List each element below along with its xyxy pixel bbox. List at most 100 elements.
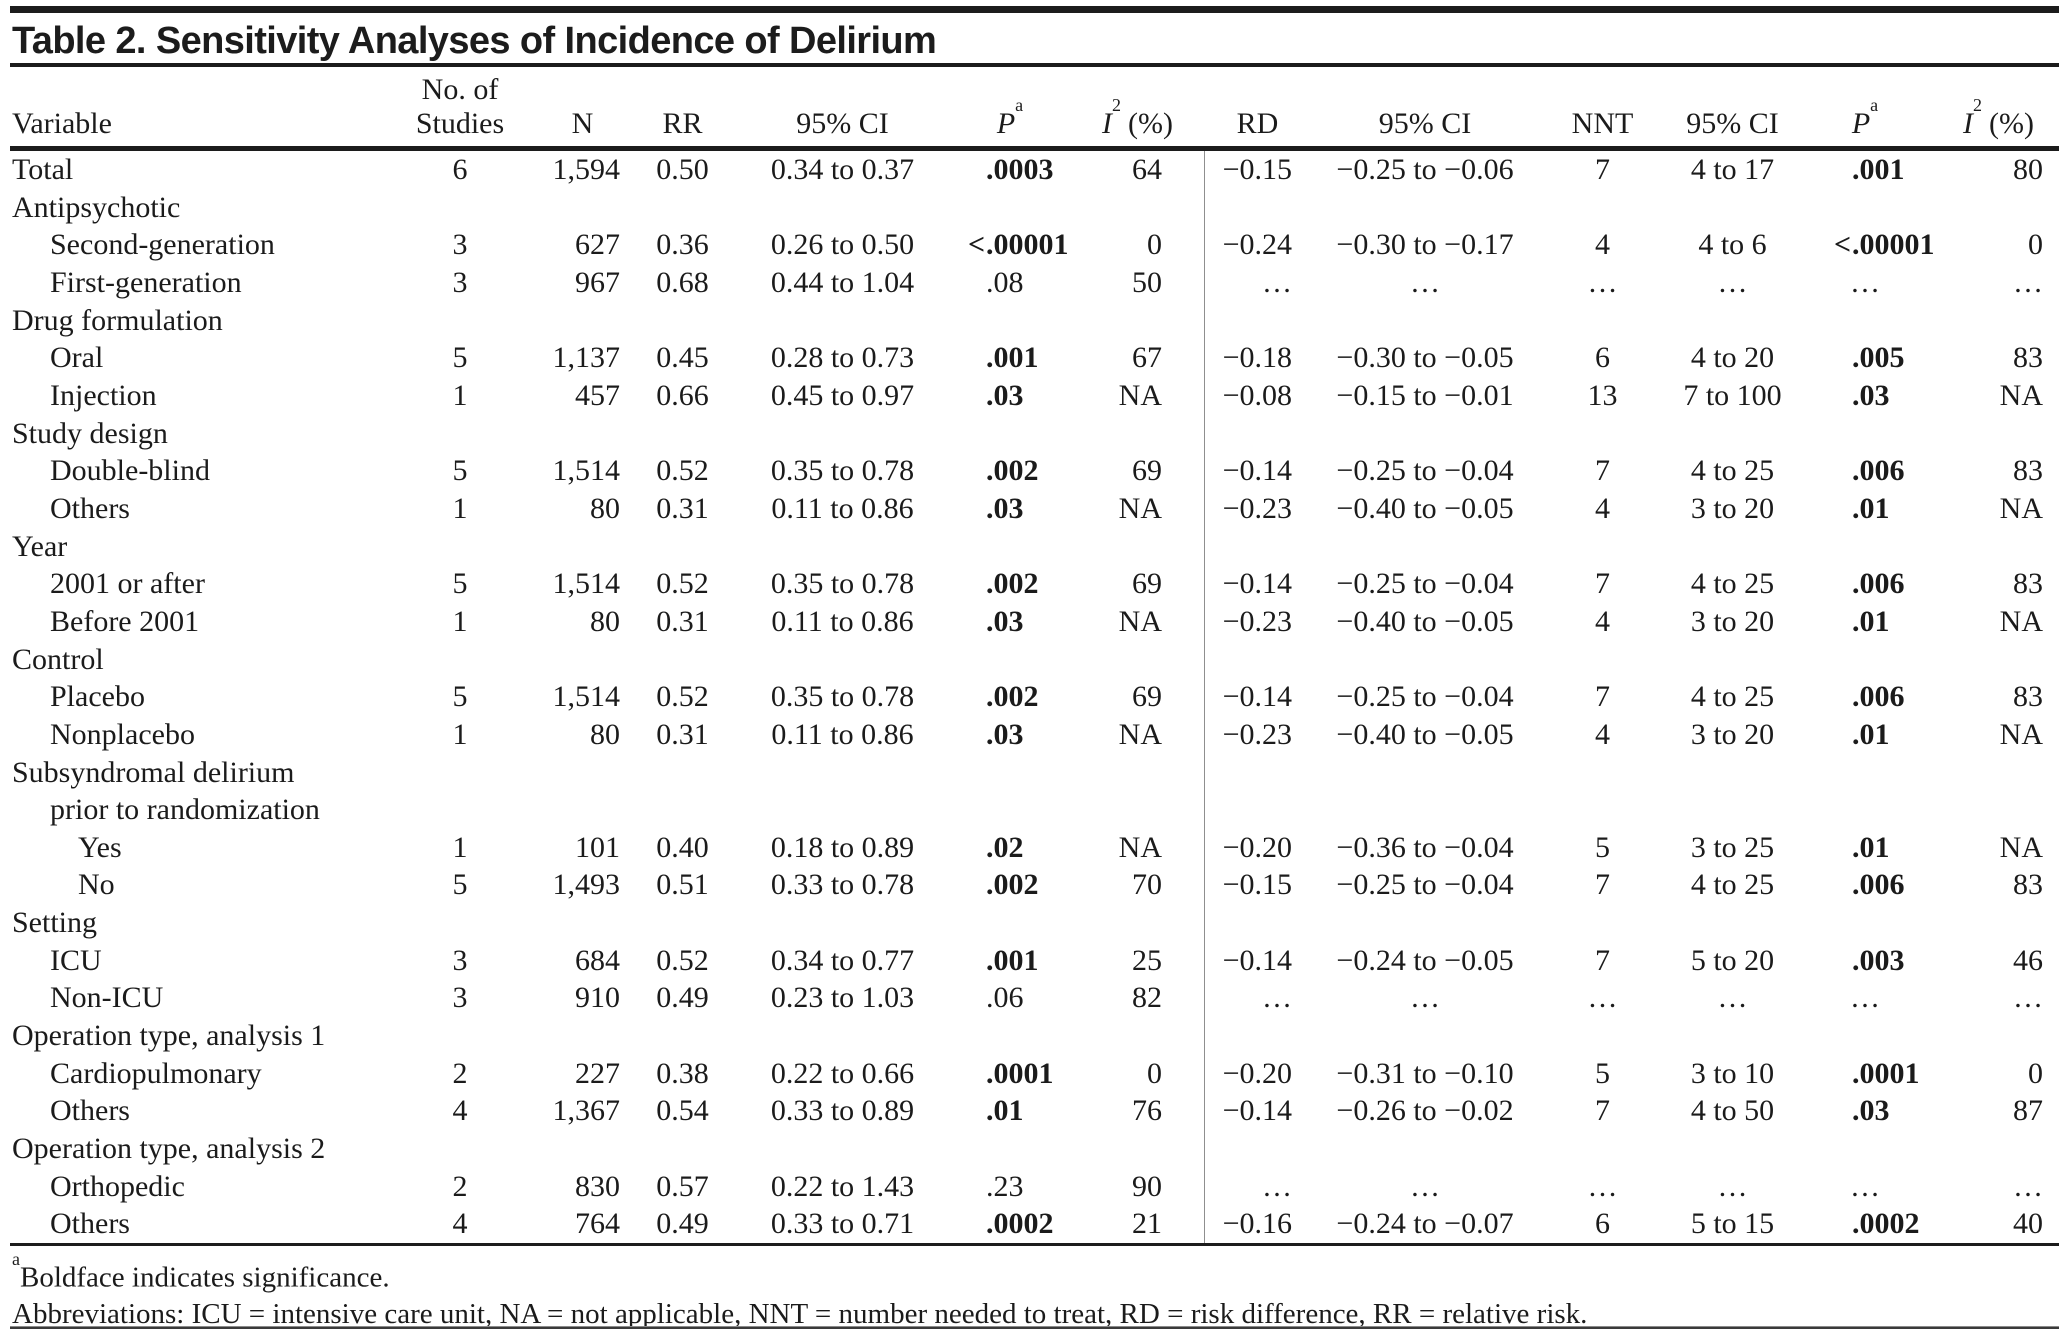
cell-n: [535, 189, 630, 227]
cell-ci-rr: [735, 415, 950, 453]
cell-p-rr: [950, 791, 1070, 829]
cell-i2-rd: NA: [1999, 491, 2043, 525]
cell-studies: 5: [452, 454, 468, 488]
cell-p-rr: .23: [986, 1169, 1024, 1203]
cell-p-rr: .01: [986, 1094, 1024, 1128]
cell-ci-rd: −0.25 to −0.04: [1336, 454, 1514, 488]
cell-rr: [630, 415, 735, 453]
cell-n: 764: [575, 1207, 620, 1241]
cell-studies: 1: [452, 604, 468, 638]
cell-ci-rr: [735, 1017, 950, 1055]
cell-studies: 5: [452, 868, 468, 902]
cell-p-rd: .001: [1852, 153, 1905, 186]
row-label: Subsyndromal delirium: [12, 755, 295, 789]
cell-nnt: 7: [1595, 454, 1610, 488]
cell-p-rr: .0001: [986, 1056, 1054, 1090]
cell-p-rr: .001: [986, 943, 1039, 977]
cell-ci-rd: −0.36 to −0.04: [1336, 830, 1514, 864]
cell-studies: [385, 302, 535, 340]
table-row: 2001 or after 5 1,514 0.52 0.35 to 0.78 .002 6…: [0, 565, 2067, 603]
footnote-significance: aBoldface indicates significance.: [12, 1249, 2059, 1296]
row-label: Year: [12, 529, 68, 563]
table-title: Table 2. Sensitivity Analyses of Inciden…: [12, 20, 937, 62]
cell-ci-rd: [1310, 302, 1540, 340]
p-superscript-a: a: [1015, 95, 1024, 115]
cell-studies: 3: [452, 228, 468, 262]
cell-i2-rd: [1930, 754, 2067, 792]
i2-superscript: 2: [1973, 95, 1982, 115]
cell-nnt: [1540, 1017, 1665, 1055]
cell-studies: 1: [452, 830, 468, 864]
row-label: Total: [12, 153, 74, 186]
cell-studies: 5: [452, 567, 468, 601]
cell-n: [535, 302, 630, 340]
cell-n: 684: [575, 943, 620, 977]
cell-nnt: [1540, 189, 1665, 227]
cell-p-rd: .006: [1852, 868, 1905, 902]
cell-studies: 5: [452, 341, 468, 375]
col-header-p-rd: Pa: [1800, 95, 1930, 146]
group-header-row: Operation type, analysis 2: [0, 1130, 2067, 1168]
cell-i2-rd: [1930, 791, 2067, 829]
cell-rd: −0.14: [1222, 943, 1292, 977]
cell-rr: [630, 1017, 735, 1055]
col-header-n: N: [571, 107, 594, 140]
cell-rr: 0.51: [656, 868, 709, 902]
row-label: Placebo: [50, 680, 145, 714]
cell-p-rd: .006: [1852, 680, 1905, 714]
cell-ci-nnt: [1665, 415, 1800, 453]
cell-nnt: 6: [1595, 1207, 1610, 1241]
footnote-abbreviations: Abbreviations: ICU = intensive care unit…: [12, 1297, 1588, 1330]
cell-ci-rd: −0.24 to −0.07: [1336, 1207, 1514, 1241]
table-row: Others 4 764 0.49 0.33 to 0.71 .0002 21 −0.16 −0…: [0, 1205, 2067, 1244]
cell-i2-rr: [1070, 904, 1205, 942]
cell-n: [535, 641, 630, 679]
row-label: Others: [50, 1207, 130, 1241]
cell-ci-rd: −0.40 to −0.05: [1336, 717, 1514, 751]
cell-p-rr: .02: [986, 830, 1024, 864]
cell-n: 80: [590, 717, 620, 751]
cell-p-rr: .08: [986, 265, 1024, 299]
cell-rr: [630, 791, 735, 829]
cell-rr: [630, 1130, 735, 1168]
cell-studies: [385, 189, 535, 227]
cell-ci-rr: 0.34 to 0.37: [770, 153, 915, 186]
table-row: Cardiopulmonary 2 227 0.38 0.22 to 0.66 .0001…: [0, 1054, 2067, 1093]
cell-studies: 2: [452, 1169, 468, 1203]
cell-ci-nnt: 4 to 50: [1690, 1094, 1775, 1128]
cell-ci-rr: 0.35 to 0.78: [770, 680, 915, 714]
cell-ci-nnt: 3 to 25: [1690, 830, 1775, 864]
row-label: Nonplacebo: [50, 717, 195, 751]
cell-rd: −0.20: [1222, 830, 1292, 864]
group-header-row: Setting: [0, 904, 2067, 942]
cell-rd: [1205, 754, 1310, 792]
cell-i2-rr: 21: [1070, 1205, 1205, 1244]
cell-studies: 2: [452, 1056, 468, 1090]
cell-i2-rr: NA: [1070, 489, 1205, 528]
group-header-row: Antipsychotic: [0, 188, 2067, 227]
cell-p-rr: [950, 302, 1070, 340]
row-label: Double-blind: [50, 454, 210, 488]
table-row: Total 6 1,594 0.50 0.34 to 0.37 .0003 64 −0.15 −…: [0, 151, 2067, 189]
group-header-row: Study design: [0, 414, 2067, 453]
cell-i2-rr: 25: [1070, 941, 1205, 980]
col-header-studies-line1: No. of: [421, 73, 499, 106]
cell-ci-rd: [1310, 641, 1540, 679]
cell-p-rr: [950, 1130, 1070, 1168]
bottom-rule: [10, 1326, 2059, 1329]
row-label: prior to randomization: [50, 793, 320, 827]
cell-rr: 0.49: [656, 981, 709, 1015]
cell-rr: 0.57: [656, 1169, 709, 1203]
cell-ci-nnt: 3 to 20: [1690, 491, 1775, 525]
row-label: ICU: [50, 943, 102, 977]
cell-i2-rr: [1070, 640, 1205, 679]
cell-ci-nnt: 7 to 100: [1683, 378, 1782, 412]
cell-p-rd: [1800, 904, 1930, 942]
cell-rd: −0.14: [1222, 680, 1292, 714]
table-row: Non-ICU 3 910 0.49 0.23 to 1.03.06 82………………: [0, 979, 2067, 1018]
cell-i2-rr: [1070, 414, 1205, 453]
cell-studies: 3: [452, 981, 468, 1015]
cell-n: 830: [575, 1169, 620, 1203]
cell-ci-nnt: 4 to 25: [1690, 454, 1775, 488]
